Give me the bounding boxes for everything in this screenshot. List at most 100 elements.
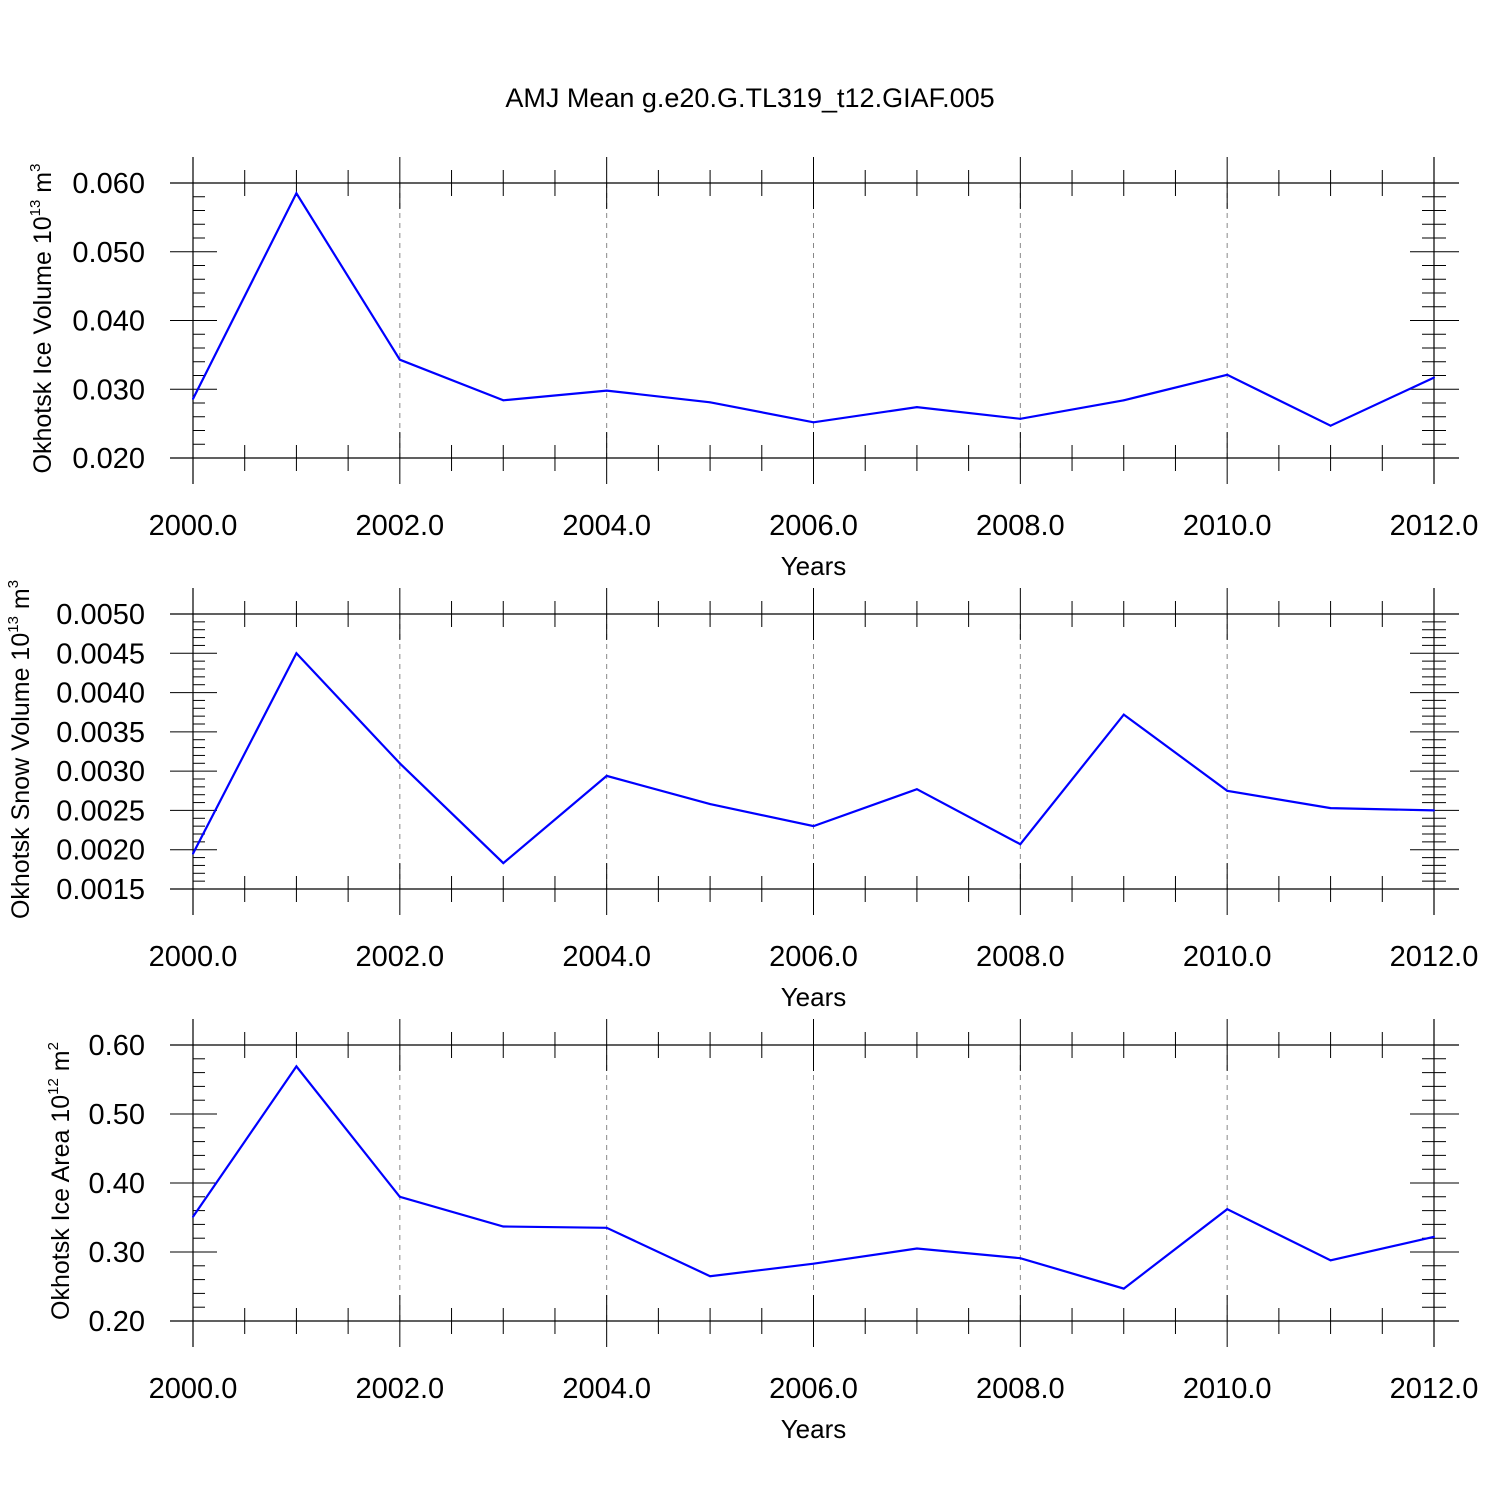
x-axis-label: Years — [781, 551, 847, 581]
x-tick-label: 2000.0 — [149, 1373, 238, 1405]
data-point — [812, 825, 815, 828]
data-point — [295, 1065, 298, 1068]
y-tick-label: 0.0030 — [56, 756, 145, 788]
x-tick-label: 2000.0 — [149, 941, 238, 973]
y-axis-label-exponent: 12 — [45, 1078, 62, 1095]
x-tick-label: 2006.0 — [769, 1373, 858, 1405]
data-point — [398, 1195, 401, 1198]
x-tick-label: 2012.0 — [1390, 941, 1479, 973]
data-point — [192, 852, 194, 855]
y-axis-label-unit-exponent: 2 — [45, 1042, 62, 1050]
x-tick-label: 2002.0 — [355, 1373, 444, 1405]
data-point — [1122, 713, 1125, 716]
y-axis-label-text: Okhotsk Snow Volume 10 — [7, 633, 35, 919]
data-point — [1019, 417, 1022, 420]
x-tick-label: 2004.0 — [562, 941, 651, 973]
data-point — [605, 389, 608, 392]
data-point — [605, 774, 608, 777]
data-point — [1226, 373, 1229, 376]
y-tick-label: 0.30 — [89, 1237, 145, 1269]
y-tick-label: 0.0020 — [56, 835, 145, 867]
data-point — [1329, 424, 1332, 427]
y-tick-label: 0.0025 — [56, 795, 145, 827]
data-point — [295, 192, 298, 195]
y-tick-label: 0.0040 — [56, 678, 145, 710]
chart-panel-1: 0.020 0.030 0.040 0.050 0.060 2000.0 2002.0 200… — [27, 157, 1478, 581]
data-point — [812, 421, 815, 424]
panels: 0.020 0.030 0.040 0.050 0.060 2000.0 2002.0 200… — [5, 157, 1478, 1444]
figure-title: AMJ Mean g.e20.G.TL319_t12.GIAF.005 — [505, 83, 994, 113]
y-tick-label: 0.0035 — [56, 717, 145, 749]
data-point — [1433, 1235, 1435, 1238]
data-point — [1329, 1259, 1332, 1262]
y-tick-label: 0.030 — [72, 374, 145, 406]
y-axis-label: Okhotsk Ice Volume 1013 m3 — [27, 164, 57, 474]
data-point — [398, 762, 401, 765]
y-tick-label: 0.060 — [72, 168, 145, 200]
x-tick-label: 2004.0 — [562, 1373, 651, 1405]
data-point — [709, 803, 712, 806]
data-point — [192, 1215, 194, 1218]
y-tick-label: 0.20 — [89, 1306, 145, 1338]
data-point — [605, 1226, 608, 1229]
data-point — [1226, 789, 1229, 792]
data-point — [1433, 376, 1435, 379]
y-axis-label-text: Okhotsk Ice Area 10 — [47, 1095, 75, 1320]
y-tick-label: 0.40 — [89, 1168, 145, 1200]
x-tick-label: 2008.0 — [976, 510, 1065, 542]
y-axis-label-unit-exponent: 3 — [27, 164, 44, 172]
x-tick-label: 2012.0 — [1390, 1373, 1479, 1405]
x-tick-label: 2002.0 — [355, 510, 444, 542]
x-tick-label: 2004.0 — [562, 510, 651, 542]
y-tick-label: 0.0015 — [56, 874, 145, 906]
data-point — [1019, 843, 1022, 846]
x-tick-label: 2002.0 — [355, 941, 444, 973]
y-tick-label: 0.0050 — [56, 599, 145, 631]
data-point — [192, 397, 194, 400]
data-point — [1433, 809, 1435, 812]
y-axis-label-unit-exponent: 3 — [5, 580, 22, 588]
data-point — [1329, 807, 1332, 810]
data-point — [915, 1247, 918, 1250]
data-point — [709, 401, 712, 404]
chart-panel-2: 0.0015 0.0020 0.0025 0.0030 0.0035 0.0040 0.00… — [5, 580, 1478, 1012]
y-tick-label: 0.0045 — [56, 638, 145, 670]
y-tick-label: 0.60 — [89, 1030, 145, 1062]
data-point — [812, 1262, 815, 1265]
y-axis-label-exponent: 13 — [5, 616, 22, 633]
x-axis-label: Years — [781, 1414, 847, 1444]
y-tick-label: 0.50 — [89, 1099, 145, 1131]
x-tick-label: 2010.0 — [1183, 510, 1272, 542]
data-point — [915, 788, 918, 791]
y-axis-label-unit: m — [29, 172, 57, 200]
x-tick-label: 2008.0 — [976, 1373, 1065, 1405]
x-tick-label: 2010.0 — [1183, 1373, 1272, 1405]
x-tick-label: 2006.0 — [769, 510, 858, 542]
data-point — [1019, 1257, 1022, 1260]
y-tick-label: 0.050 — [72, 237, 145, 269]
data-point — [295, 652, 298, 655]
data-point — [709, 1275, 712, 1278]
chart-panel-3: 0.20 0.30 0.40 0.50 0.60 2000.0 2002.0 2004.0 20… — [45, 1019, 1478, 1444]
x-tick-label: 2012.0 — [1390, 510, 1479, 542]
y-axis-label-unit: m — [7, 588, 35, 616]
y-axis-label: Okhotsk Ice Area 1012 m2 — [45, 1042, 75, 1320]
data-point — [502, 399, 505, 402]
y-axis-label-unit: m — [47, 1050, 75, 1078]
x-tick-label: 2000.0 — [149, 510, 238, 542]
y-tick-label: 0.020 — [72, 443, 145, 475]
y-axis-label: Okhotsk Snow Volume 1013 m3 — [5, 580, 35, 919]
x-tick-label: 2008.0 — [976, 941, 1065, 973]
data-point — [502, 862, 505, 865]
data-point — [1122, 399, 1125, 402]
x-tick-label: 2010.0 — [1183, 941, 1272, 973]
data-point — [1226, 1208, 1229, 1211]
y-tick-label: 0.040 — [72, 306, 145, 338]
y-axis-label-text: Okhotsk Ice Volume 10 — [29, 216, 57, 473]
x-tick-label: 2006.0 — [769, 941, 858, 973]
data-point — [1122, 1287, 1125, 1290]
data-point — [398, 358, 401, 361]
y-axis-label-exponent: 13 — [27, 200, 44, 217]
